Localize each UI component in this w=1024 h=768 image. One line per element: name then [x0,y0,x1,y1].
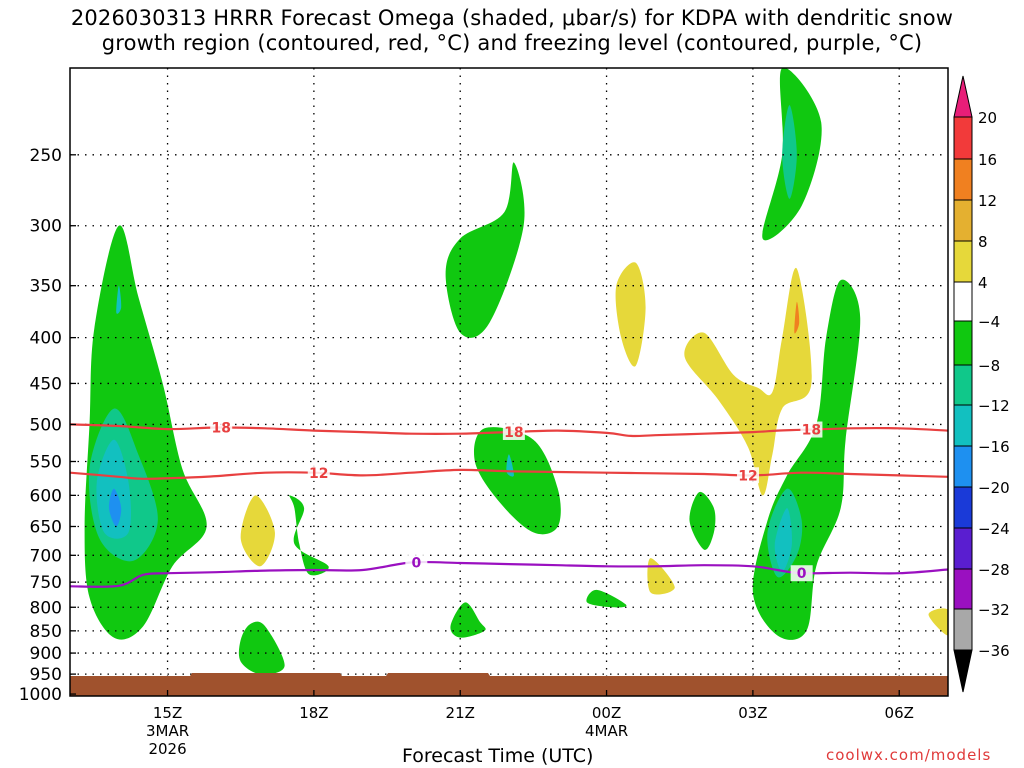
colorbar-bin-0 [953,116,973,160]
y-tick-label-700: 700 [30,546,62,566]
y-tick-label-400: 400 [30,329,62,349]
x-tick-label-00Z-0: 00Z [592,704,621,722]
colorbar-label-3: 8 [978,233,988,251]
credit-text: coolwx.com/models [826,746,992,764]
isotherm-label-12-1: 12 [738,468,757,484]
omega-region-21 [684,267,812,496]
isotherm-label-12-0: 12 [309,466,328,482]
colorbar-bin-12 [953,608,973,651]
colorbar-label-10: −24 [978,520,1010,538]
y-tick-label-350: 350 [30,277,62,297]
colorbar-bin-3 [953,240,973,283]
y-tick-label-1000: 1000 [19,685,62,705]
omega-region-23 [928,608,948,636]
omega-region-25 [794,301,800,334]
colorbar-bin-2 [953,199,973,242]
y-tick-label-850: 850 [30,622,62,642]
colorbar-label-6: −8 [978,357,1000,375]
omega-region-3 [289,495,329,576]
y-tick-label-250: 250 [30,146,62,166]
isotherm-contours: 18 18 18 12 12 0 0 [70,419,948,683]
chart-title-line1: 2026030313 HRRR Forecast Omega (shaded, … [70,6,954,30]
colorbar-label-0: 20 [978,109,997,127]
isotherm-label-18-0: 18 [211,421,230,437]
y-tick-label-450: 450 [30,374,62,394]
isotherm-label-0-0: 0 [411,556,421,572]
x-tick-label-06Z-0: 06Z [885,704,914,722]
omega-region-13 [782,105,797,199]
omega-region-20 [615,262,646,367]
terrain-fill [70,673,948,696]
x-tick-label-15Z-1: 3MAR [146,722,189,740]
x-tick-label-15Z-0: 15Z [153,704,182,722]
y-tick-label-500: 500 [30,415,62,435]
colorbar-bin-10 [953,527,973,570]
chart-title: 2026030313 HRRR Forecast Omega (shaded, … [0,6,1024,56]
colorbar-label-4: 4 [978,274,988,292]
omega-region-6 [689,491,716,550]
isotherm-label-bg [790,565,813,582]
x-tick-label-00Z-1: 4MAR [585,722,628,740]
omega-region-15 [774,508,793,572]
isotherm-line-12 [70,468,948,480]
x-tick-label-15Z-2: 2026 [148,740,186,758]
colorbar-label-1: 16 [978,151,997,169]
isotherm-label-18-1: 18 [504,425,523,441]
x-tick-label-18Z-0: 18Z [299,704,328,722]
colorbar-bin-8 [953,445,973,488]
y-tick-label-550: 550 [30,453,62,473]
omega-region-18 [108,488,122,527]
colorbar-label-5: −4 [978,313,1000,331]
colorbar-label-11: −28 [978,561,1010,579]
colorbar-label-12: −32 [978,601,1010,619]
y-tick-label-300: 300 [30,217,62,237]
colorbar-label-13: −36 [978,642,1010,660]
colorbar-bin-1 [953,158,973,201]
colorbar-bottom-arrow [953,649,973,693]
x-axis-title: Forecast Time (UTC) [402,745,594,767]
y-tick-label-900: 900 [30,644,62,664]
colorbar-label-8: −16 [978,438,1010,456]
colorbar: 20 16 12 8 4 −4 −8 −12 −16 −20 −24 −28 −32 −36 [953,75,1010,693]
omega-region-5 [450,602,486,638]
colorbar-bin-6 [953,364,973,406]
isotherm-label-bg [737,467,760,484]
ground-strip [70,673,948,696]
colorbar-label-9: −20 [978,479,1010,497]
colorbar-bin-4 [953,281,973,322]
plot-frame [69,67,949,697]
colorbar-label-2: 12 [978,192,997,210]
chart-title-line2: growth region (contoured, red, °C) and f… [101,31,923,55]
omega-region-19 [240,495,275,567]
colorbar-bin-7 [953,404,973,447]
isotherm-label-bg [800,421,823,438]
y-tick-label-800: 800 [30,598,62,618]
y-tick-label-750: 750 [30,573,62,593]
isotherm-label-bg [210,419,233,436]
omega-region-4 [238,621,285,675]
isotherm-label-bg [405,554,428,571]
y-tick-label-950: 950 [30,665,62,685]
isotherm-label-18-2: 18 [802,423,821,439]
colorbar-bin-5 [953,320,973,366]
colorbar-bin-9 [953,486,973,529]
omega-region-16 [116,285,122,314]
x-tick-label-03Z-0: 03Z [738,704,767,722]
omega-region-1 [445,162,525,338]
colorbar-top-arrow [953,75,973,118]
isotherm-label-bg [307,464,330,481]
y-axis-pressure: 2503003504004505005506006507007508008509… [19,146,76,705]
colorbar-label-7: −12 [978,397,1010,415]
colorbar-bin-11 [953,568,973,610]
y-tick-label-650: 650 [30,517,62,537]
omega-region-7 [586,589,627,608]
isotherm-label-bg [502,423,525,440]
y-tick-label-600: 600 [30,486,62,506]
isotherm-label-0-1: 0 [797,566,807,582]
x-tick-label-21Z-0: 21Z [446,704,475,722]
omega-region-2 [473,427,561,535]
